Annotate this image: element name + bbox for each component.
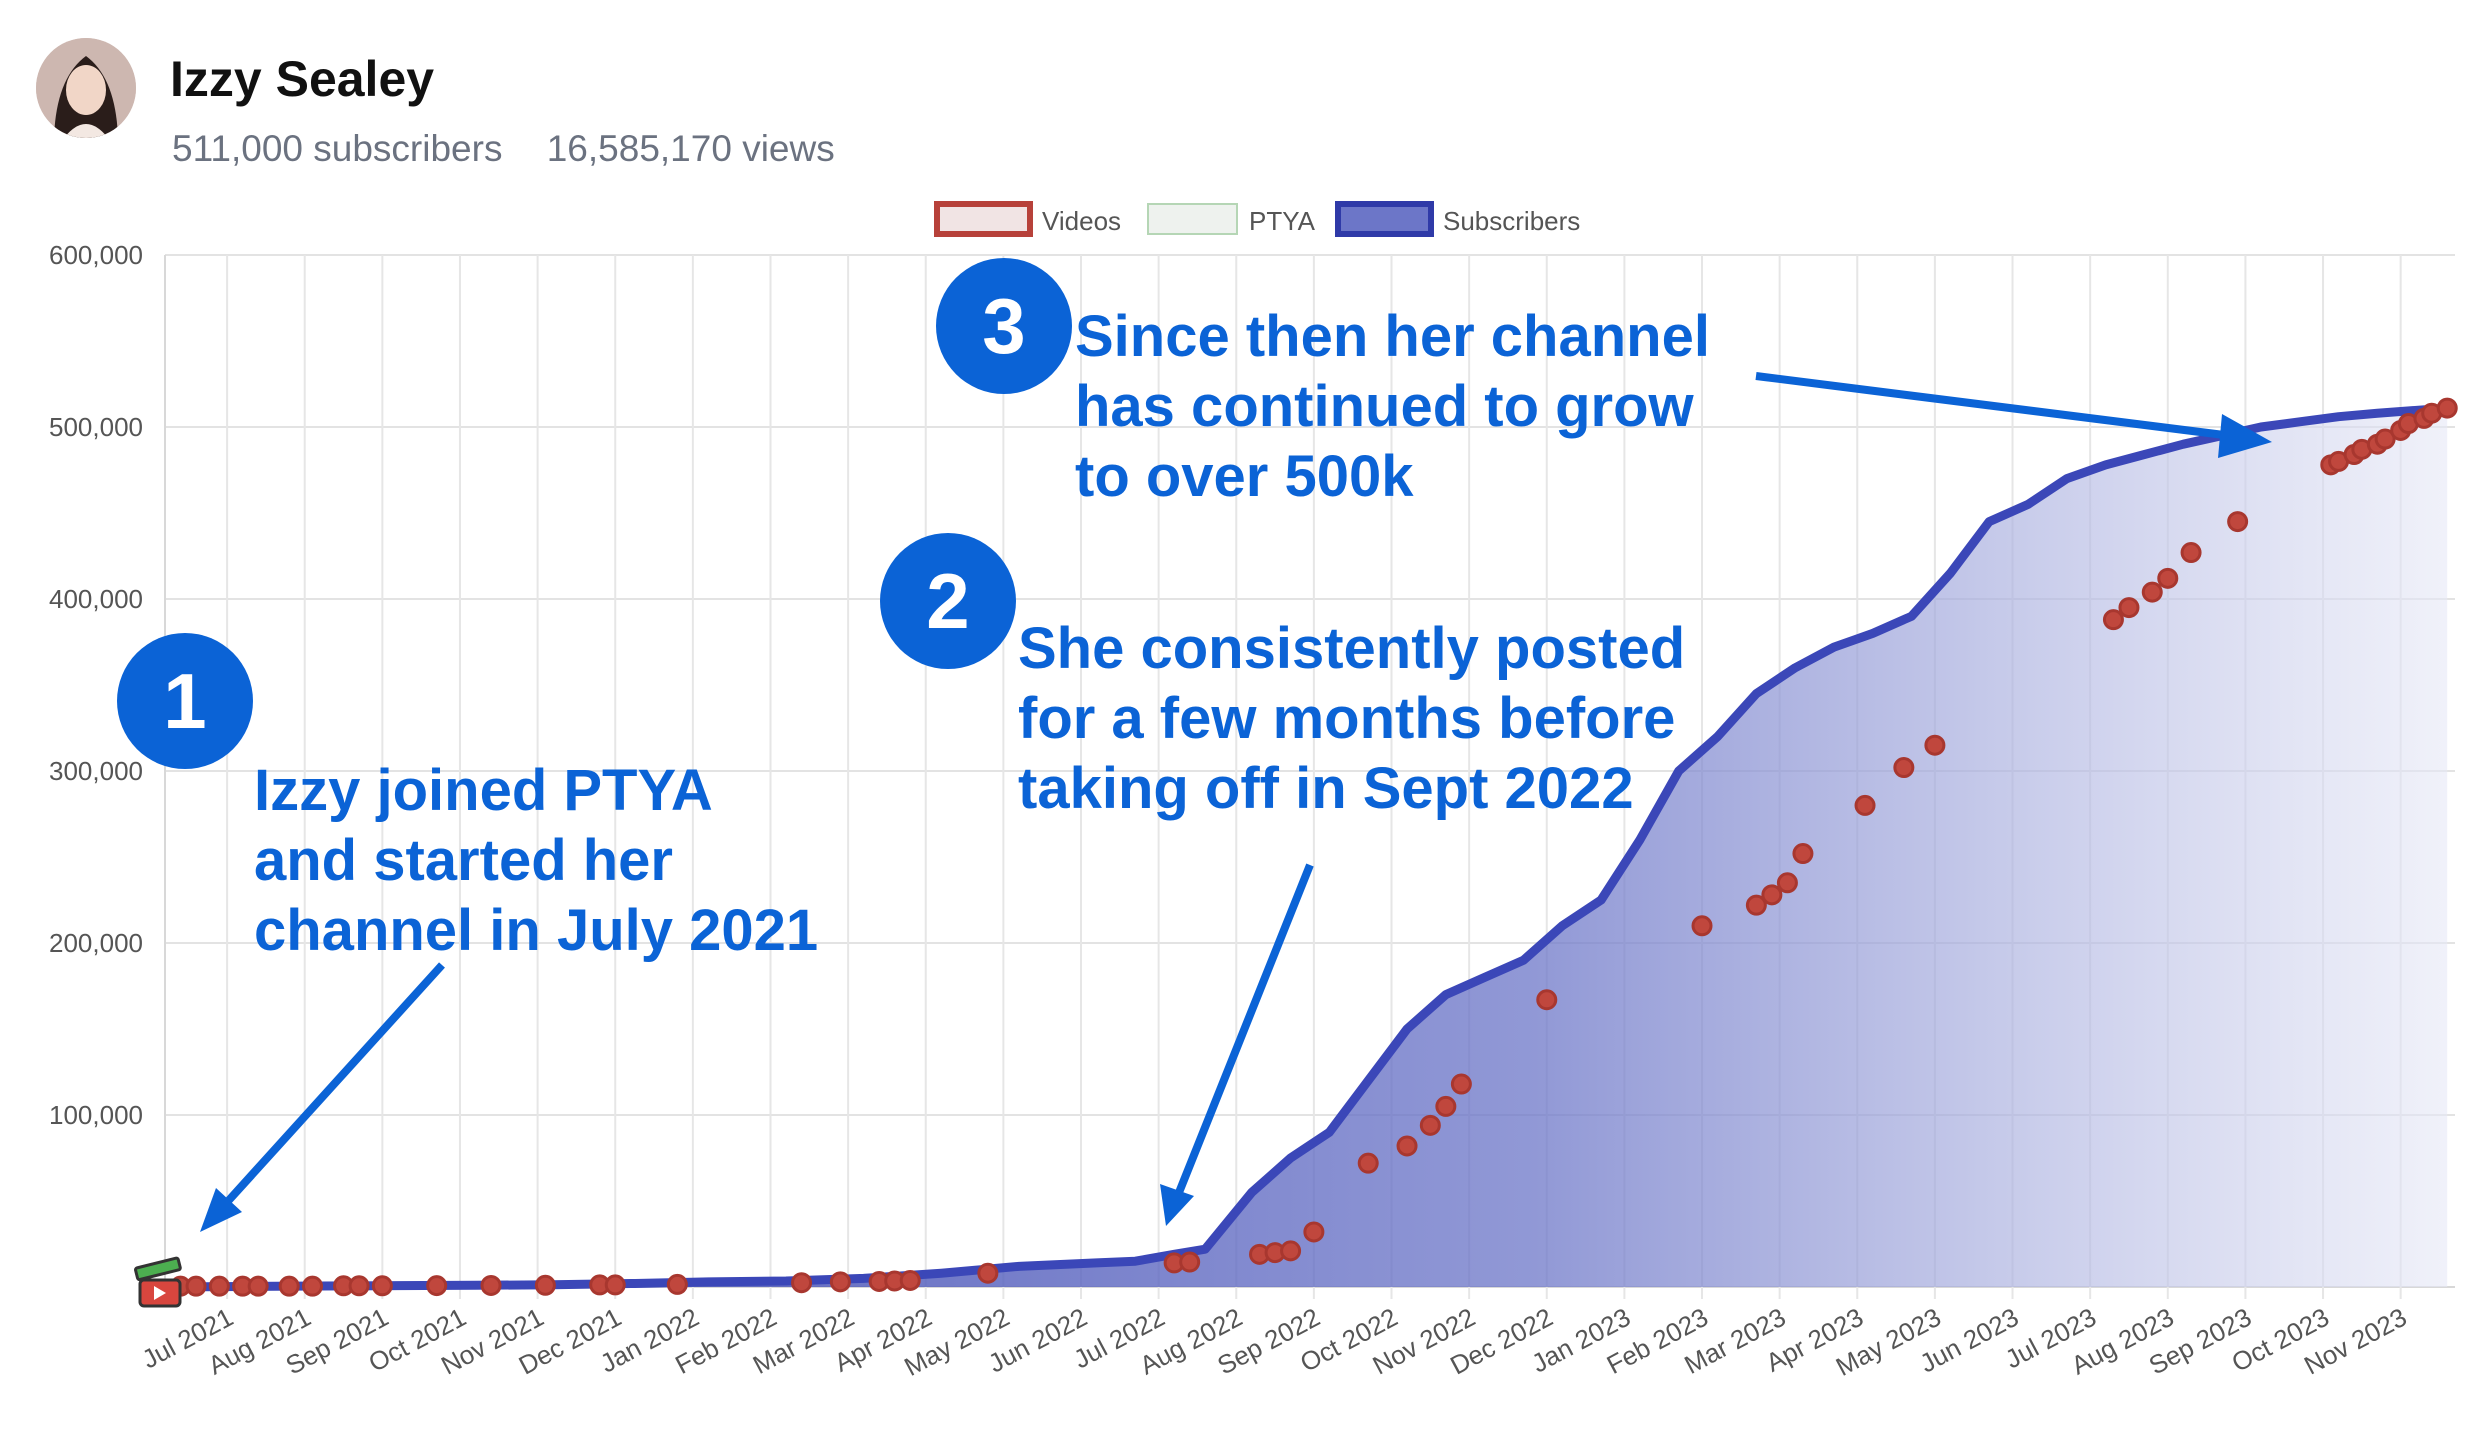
video-marker	[1357, 1152, 1379, 1174]
legend-swatch-videos	[934, 201, 1033, 237]
video-marker	[829, 1271, 851, 1293]
video-marker	[1893, 757, 1915, 779]
channel-stats: 511,000 subscribers 16,585,170 views	[172, 128, 869, 170]
subscriber-count: 511,000 subscribers	[172, 128, 503, 169]
video-marker	[1280, 1240, 1302, 1262]
video-marker	[208, 1275, 230, 1297]
view-count: 16,585,170 views	[546, 128, 835, 169]
video-marker	[2180, 542, 2202, 564]
video-marker	[791, 1272, 813, 1294]
y-tick-label: 600,000	[49, 240, 143, 270]
video-marker	[2141, 581, 2163, 603]
video-marker	[2118, 597, 2140, 619]
y-axis: 100,000 200,000 300,000 400,000 500,000 600,0…	[49, 240, 143, 1130]
arrow-1	[217, 962, 445, 1213]
video-marker	[2102, 609, 2124, 631]
channel-avatar[interactable]	[36, 38, 136, 138]
y-tick-label: 500,000	[49, 412, 143, 442]
video-marker	[2157, 567, 2179, 589]
video-marker	[899, 1269, 921, 1291]
annotation-badge-3: 3	[936, 258, 1072, 394]
video-marker	[2436, 397, 2458, 419]
video-marker	[371, 1275, 393, 1297]
video-marker	[247, 1275, 269, 1297]
annotation-text-3: Since then her channel has continued to …	[1075, 304, 1710, 509]
y-tick-label: 300,000	[49, 756, 143, 786]
arrow-1-head	[200, 1188, 242, 1232]
arrow-3	[1755, 372, 2233, 440]
subscribers-line	[164, 403, 2448, 1292]
legend-label-subscribers: Subscribers	[1443, 206, 1580, 236]
video-marker	[278, 1275, 300, 1297]
annotation-badge-1: 1	[117, 633, 253, 769]
annotation-text-2: She consistently posted for a few months…	[1018, 616, 1686, 821]
y-tick-label: 200,000	[49, 928, 143, 958]
legend-label-ptya: PTYA	[1249, 206, 1316, 236]
annotation-text-1: Izzy joined PTYA and started her channel…	[254, 758, 819, 963]
annotation-arrows	[200, 372, 2272, 1232]
video-marker	[1396, 1135, 1418, 1157]
video-marker	[604, 1274, 626, 1296]
video-marker	[1419, 1114, 1441, 1136]
video-marker	[2374, 428, 2396, 450]
video-marker	[1792, 843, 1814, 865]
video-marker	[480, 1274, 502, 1296]
video-marker	[426, 1275, 448, 1297]
video-marker	[534, 1274, 556, 1296]
ptya-clapper-icon	[134, 1256, 182, 1308]
video-marker	[1924, 734, 1946, 756]
video-marker	[1691, 915, 1713, 937]
video-marker	[1745, 894, 1767, 916]
arrow-2-head	[1160, 1184, 1194, 1226]
video-marker	[2227, 511, 2249, 533]
y-tick-label: 400,000	[49, 584, 143, 614]
video-marker	[1854, 794, 1876, 816]
arrow-2	[1174, 863, 1314, 1197]
video-marker	[301, 1275, 323, 1297]
legend-swatch-subscribers	[1335, 201, 1434, 237]
video-marker	[348, 1275, 370, 1297]
video-marker	[1536, 989, 1558, 1011]
subscribers-area	[165, 408, 2448, 1288]
channel-name: Izzy Sealey	[170, 51, 435, 107]
legend-label-videos: Videos	[1042, 206, 1121, 236]
arrow-3-head	[2218, 414, 2272, 458]
video-marker	[1435, 1095, 1457, 1117]
chart-legend: Videos PTYA Subscribers	[934, 201, 1580, 237]
video-marker	[1303, 1221, 1325, 1243]
video-marker	[1179, 1251, 1201, 1273]
avatar-image	[36, 38, 136, 138]
y-tick-label: 100,000	[49, 1100, 143, 1130]
video-marker	[1776, 872, 1798, 894]
legend-swatch-ptya	[1147, 203, 1238, 235]
annotation-badge-2: 2	[880, 533, 1016, 669]
video-marker	[1450, 1073, 1472, 1095]
chart-series	[164, 397, 2458, 1297]
video-marker	[977, 1262, 999, 1284]
video-marker	[1761, 884, 1783, 906]
video-marker	[185, 1275, 207, 1297]
video-marker	[666, 1273, 688, 1295]
